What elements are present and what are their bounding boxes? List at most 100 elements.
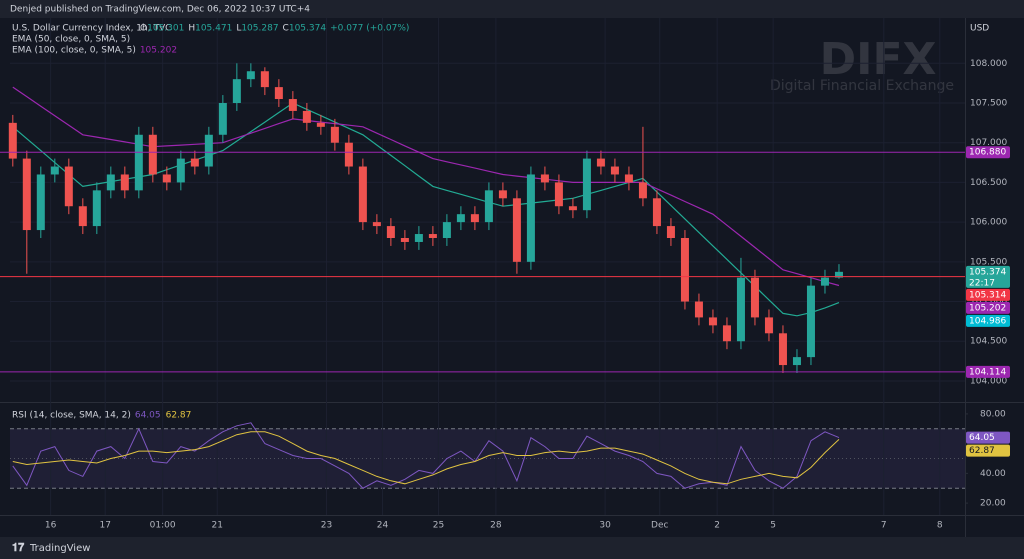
x-tick-label: 17 bbox=[99, 521, 110, 531]
footer-bar bbox=[0, 537, 1024, 559]
candle-body bbox=[806, 285, 815, 358]
candle-body bbox=[680, 238, 689, 302]
candle-body bbox=[372, 222, 381, 227]
y-tick-label: 106.500 bbox=[970, 178, 1007, 188]
x-tick-label: 8 bbox=[937, 521, 943, 531]
x-tick-label: 01:00 bbox=[150, 521, 176, 531]
x-tick-label: 28 bbox=[490, 521, 502, 531]
legend-title: U.S. Dollar Currency Index, 1h, TVC bbox=[12, 24, 171, 34]
candle-body bbox=[596, 158, 605, 167]
rsi-band bbox=[10, 428, 965, 489]
candle-body bbox=[540, 174, 549, 183]
y-tick-label: 107.500 bbox=[970, 99, 1007, 109]
candle-body bbox=[400, 238, 409, 242]
y-tick-label: 20.00 bbox=[980, 499, 1006, 509]
ohlc-legend-item: L bbox=[236, 24, 241, 34]
candle-body bbox=[428, 234, 437, 238]
candle-body bbox=[526, 174, 535, 262]
candle-body bbox=[610, 166, 619, 175]
price-tag bbox=[966, 365, 1010, 378]
rsi-line bbox=[12, 431, 840, 485]
ema-line bbox=[12, 102, 840, 317]
candle-body bbox=[50, 166, 59, 175]
candle-body bbox=[344, 142, 353, 167]
candle-body bbox=[736, 277, 745, 342]
candle-body bbox=[792, 357, 801, 366]
candle-body bbox=[666, 226, 675, 238]
price-tag-label: 104.114 bbox=[969, 367, 1006, 377]
ohlc-legend-item: C bbox=[283, 24, 289, 34]
y-tick-label: 104.000 bbox=[970, 376, 1007, 386]
candle-body bbox=[722, 325, 731, 342]
candle-body bbox=[624, 174, 633, 183]
candle-body bbox=[190, 158, 199, 167]
legend-value: 62.87 bbox=[166, 411, 192, 421]
price-tag-countdown: 22:17 bbox=[969, 278, 995, 288]
price-tag bbox=[966, 431, 1010, 444]
y-tick-label: 106.000 bbox=[970, 218, 1007, 228]
x-tick-label: 5 bbox=[770, 521, 776, 531]
candle-body bbox=[554, 182, 563, 207]
candle-body bbox=[512, 198, 521, 262]
candle-body bbox=[176, 158, 185, 183]
candle-body bbox=[764, 317, 773, 334]
candle-body bbox=[316, 122, 325, 127]
candle-body bbox=[22, 158, 31, 231]
price-tag-label: 105.374 bbox=[969, 267, 1006, 277]
candle-body bbox=[330, 126, 339, 143]
price-tag-label: 104.986 bbox=[969, 316, 1006, 326]
candle-body bbox=[260, 71, 269, 88]
candle-body bbox=[414, 234, 423, 242]
candle-body bbox=[36, 174, 45, 231]
legend-entry: EMA (50, close, 0, SMA, 5) bbox=[12, 35, 130, 45]
candle-body bbox=[274, 87, 283, 100]
x-tick-label: Dec bbox=[651, 521, 668, 531]
ohlc-legend-item: O bbox=[140, 24, 147, 34]
candle-body bbox=[834, 271, 843, 278]
ohlc-legend-item: 105.287 bbox=[241, 24, 278, 34]
watermark-title: DIFX bbox=[820, 34, 937, 85]
candle-body bbox=[652, 198, 661, 227]
candle-body bbox=[778, 333, 787, 366]
candle-body bbox=[232, 79, 241, 103]
price-tag bbox=[966, 444, 1010, 457]
x-tick-label: 24 bbox=[377, 521, 389, 531]
candle-body bbox=[358, 166, 367, 223]
y-tick-label: 80.00 bbox=[980, 409, 1006, 419]
candle-body bbox=[456, 214, 465, 223]
candle-body bbox=[134, 134, 143, 191]
candle-body bbox=[148, 134, 157, 175]
candle-body bbox=[78, 206, 87, 227]
candle-body bbox=[246, 71, 255, 80]
y-tick-label: 40.00 bbox=[980, 469, 1006, 479]
header-text: Denjed published on TradingView.com, Dec… bbox=[10, 5, 310, 15]
x-tick-label: 2 bbox=[714, 521, 720, 531]
candle-body bbox=[204, 134, 213, 167]
price-tag bbox=[966, 288, 1010, 301]
price-tag-label: 105.202 bbox=[969, 303, 1006, 313]
x-tick-label: 21 bbox=[212, 521, 223, 531]
y-tick-label: 105.500 bbox=[970, 257, 1007, 267]
legend-title: RSI (14, close, SMA, 14, 2) bbox=[12, 411, 131, 421]
y-tick-label: 104.500 bbox=[970, 337, 1007, 347]
candle-body bbox=[288, 99, 297, 111]
footer-logo: 𝟏𝟕 bbox=[12, 541, 25, 554]
candle-body bbox=[92, 190, 101, 227]
candle-body bbox=[638, 182, 647, 199]
ohlc-legend-item: 105.471 bbox=[195, 24, 232, 34]
price-tag bbox=[966, 301, 1010, 314]
x-tick-label: 30 bbox=[599, 521, 611, 531]
candle-body bbox=[708, 317, 717, 326]
candle-body bbox=[8, 122, 17, 159]
legend-value: 64.05 bbox=[135, 411, 161, 421]
candle-body bbox=[442, 222, 451, 238]
candle-body bbox=[470, 214, 479, 223]
header-bar bbox=[0, 0, 1024, 18]
candle-body bbox=[568, 206, 577, 211]
x-tick-label: 16 bbox=[45, 521, 57, 531]
candle-body bbox=[162, 174, 171, 183]
price-tag-label: 62.87 bbox=[969, 446, 995, 456]
ohlc-legend-item: 105.301 bbox=[147, 24, 184, 34]
legend-value: 105.202 bbox=[140, 46, 177, 56]
